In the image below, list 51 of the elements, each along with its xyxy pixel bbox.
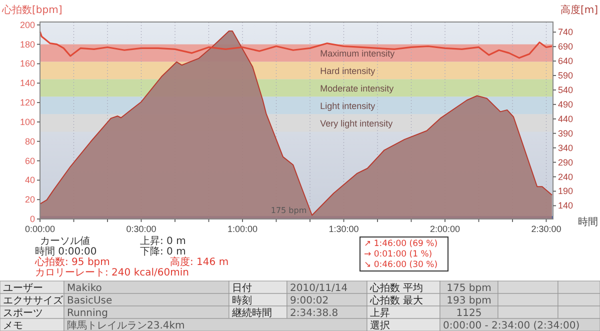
text: カロリーレート: 240 kcal/60min — [35, 268, 189, 278]
annotation: 175 bpm — [270, 206, 307, 215]
text: → 0:01:00 (1 %) — [364, 250, 432, 260]
text: ↗ 1:46:00 (69 %) — [364, 239, 438, 249]
band-label: Light intensity — [320, 100, 376, 111]
y-tick-label: 160 — [20, 58, 35, 69]
x-axis-title: 時間 — [578, 216, 598, 228]
y-axis-title: 心拍数[bpm] — [1, 4, 62, 16]
band-label: Hard intensity — [320, 66, 376, 76]
band-label: Maximum intensity — [320, 48, 396, 59]
line-series — [39, 30, 553, 59]
text: 下降: 0 m — [140, 246, 186, 258]
x-tick-label: 1:00:00 — [227, 224, 258, 234]
text: 高度: 146 m — [170, 256, 229, 268]
x-tick-label: 2:00:00 — [430, 224, 460, 234]
text: 上昇: 0 m — [140, 235, 186, 247]
y2-tick-label: 290 — [558, 157, 574, 168]
x-tick-label: 2:30:00 — [531, 224, 562, 234]
text: 心拍数: 95 bpm — [34, 256, 110, 268]
y-tick-label: 20 — [24, 194, 35, 205]
y2-tick-label: 540 — [558, 84, 574, 95]
table: ユーザー Makiko 日付 2010/11/14 心拍数 平均 175 bpm エクササイズ BasicUse 時刻 9:00:02 心拍数 最大 193 bpm スポーツ Running 継続時間 2:34:38.8 上昇 1125 メモ 陣馬トレイルラン23.4km 選択 0:00:00 - 2:34:00 (2:34:00) — [0, 280, 600, 331]
text: 時間 0:00:00 — [35, 246, 97, 258]
y2-tick-label: 690 — [558, 42, 574, 52]
x-tick-label: 1:30:00 — [328, 224, 359, 234]
y2-tick-label: 190 — [558, 186, 574, 196]
band-label: Moderate intensity — [320, 83, 394, 94]
y2-axis-title: 高度[m] — [560, 4, 598, 16]
y2-tick-label: 490 — [558, 99, 574, 110]
y2-tick-label: 640 — [558, 56, 574, 66]
y2-tick-label: 240 — [558, 172, 574, 182]
y2-tick-label: 140 — [558, 200, 574, 211]
y-tick-label: 60 — [24, 156, 35, 166]
y2-tick-label: 740 — [558, 27, 574, 38]
x-tick-label: 0:30:00 — [126, 224, 156, 234]
y2-tick-label: 590 — [558, 70, 574, 81]
y-tick-label: 40 — [24, 175, 35, 186]
y-tick-label: 140 — [20, 78, 35, 88]
y-tick-label: 80 — [24, 136, 35, 146]
y-tick-label: 200 — [20, 20, 35, 30]
y-tick-label: 120 — [20, 98, 35, 108]
text: カーソル値 — [40, 235, 90, 247]
text: ↘ 0:46:00 (30 %) — [364, 260, 438, 270]
y2-tick-label: 340 — [558, 142, 574, 153]
y2-tick-label: 390 — [558, 128, 574, 138]
y-tick-label: 180 — [20, 39, 35, 50]
y2-tick-label: 440 — [558, 114, 574, 124]
x-tick-label: 0:00:00 — [24, 224, 56, 234]
y-tick-label: 100 — [20, 116, 35, 127]
y-tick-label: 0 — [30, 214, 35, 224]
band-label: Very light intensity — [320, 118, 394, 128]
